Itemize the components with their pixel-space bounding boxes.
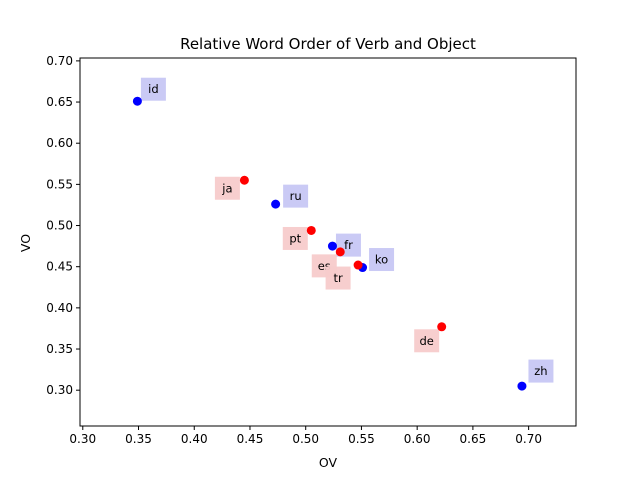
chart-title: Relative Word Order of Verb and Object — [180, 35, 476, 53]
point-label-box — [282, 226, 308, 250]
point-label: fr — [344, 238, 353, 252]
point-label: tr — [333, 271, 343, 285]
x-tick-label: 0.40 — [181, 432, 208, 446]
point-label-box — [283, 184, 309, 208]
point-label: de — [420, 334, 434, 348]
x-tick-label: 0.60 — [404, 432, 431, 446]
point-label: zh — [534, 364, 547, 378]
data-point — [437, 322, 447, 332]
y-tick-label: 0.35 — [46, 342, 73, 356]
y-tick-label: 0.50 — [46, 219, 73, 233]
y-tick-label: 0.65 — [46, 95, 73, 109]
data-point — [239, 175, 249, 185]
y-tick-label: 0.70 — [46, 54, 73, 68]
point-label-box — [140, 77, 166, 101]
data-point — [335, 247, 345, 257]
point-label: pt — [289, 231, 301, 245]
data-point — [271, 199, 281, 209]
x-tick-label: 0.55 — [348, 432, 375, 446]
data-point — [132, 96, 142, 106]
point-label: id — [148, 82, 159, 96]
x-tick-label: 0.35 — [125, 432, 152, 446]
x-axis-label: OV — [319, 455, 338, 470]
point-label-box — [414, 329, 440, 353]
point-label: ja — [221, 181, 232, 195]
point-label-box — [325, 266, 351, 290]
x-tick-label: 0.50 — [292, 432, 319, 446]
x-tick-label: 0.30 — [69, 432, 96, 446]
point-label: ru — [290, 189, 302, 203]
x-tick-label: 0.70 — [515, 432, 542, 446]
y-tick-label: 0.40 — [46, 301, 73, 315]
data-point — [353, 260, 363, 270]
data-point — [517, 381, 527, 391]
y-tick-label: 0.55 — [46, 177, 73, 191]
plot-frame — [79, 57, 577, 427]
y-tick-label: 0.45 — [46, 260, 73, 274]
x-tick-label: 0.65 — [460, 432, 487, 446]
y-axis-label: VO — [18, 234, 33, 252]
point-label-box — [369, 248, 395, 272]
y-tick-label: 0.60 — [46, 136, 73, 150]
data-point — [327, 241, 337, 251]
data-point — [306, 225, 316, 235]
point-label: ko — [375, 253, 388, 267]
y-tick-label: 0.30 — [46, 383, 73, 397]
x-tick-label: 0.45 — [237, 432, 264, 446]
point-label-box — [214, 176, 240, 200]
point-label-box — [528, 359, 554, 383]
